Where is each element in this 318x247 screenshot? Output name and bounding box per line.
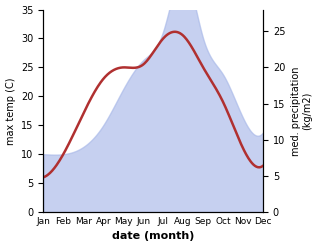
X-axis label: date (month): date (month) [112,231,194,242]
Y-axis label: max temp (C): max temp (C) [5,77,16,144]
Y-axis label: med. precipitation
(kg/m2): med. precipitation (kg/m2) [291,66,313,156]
